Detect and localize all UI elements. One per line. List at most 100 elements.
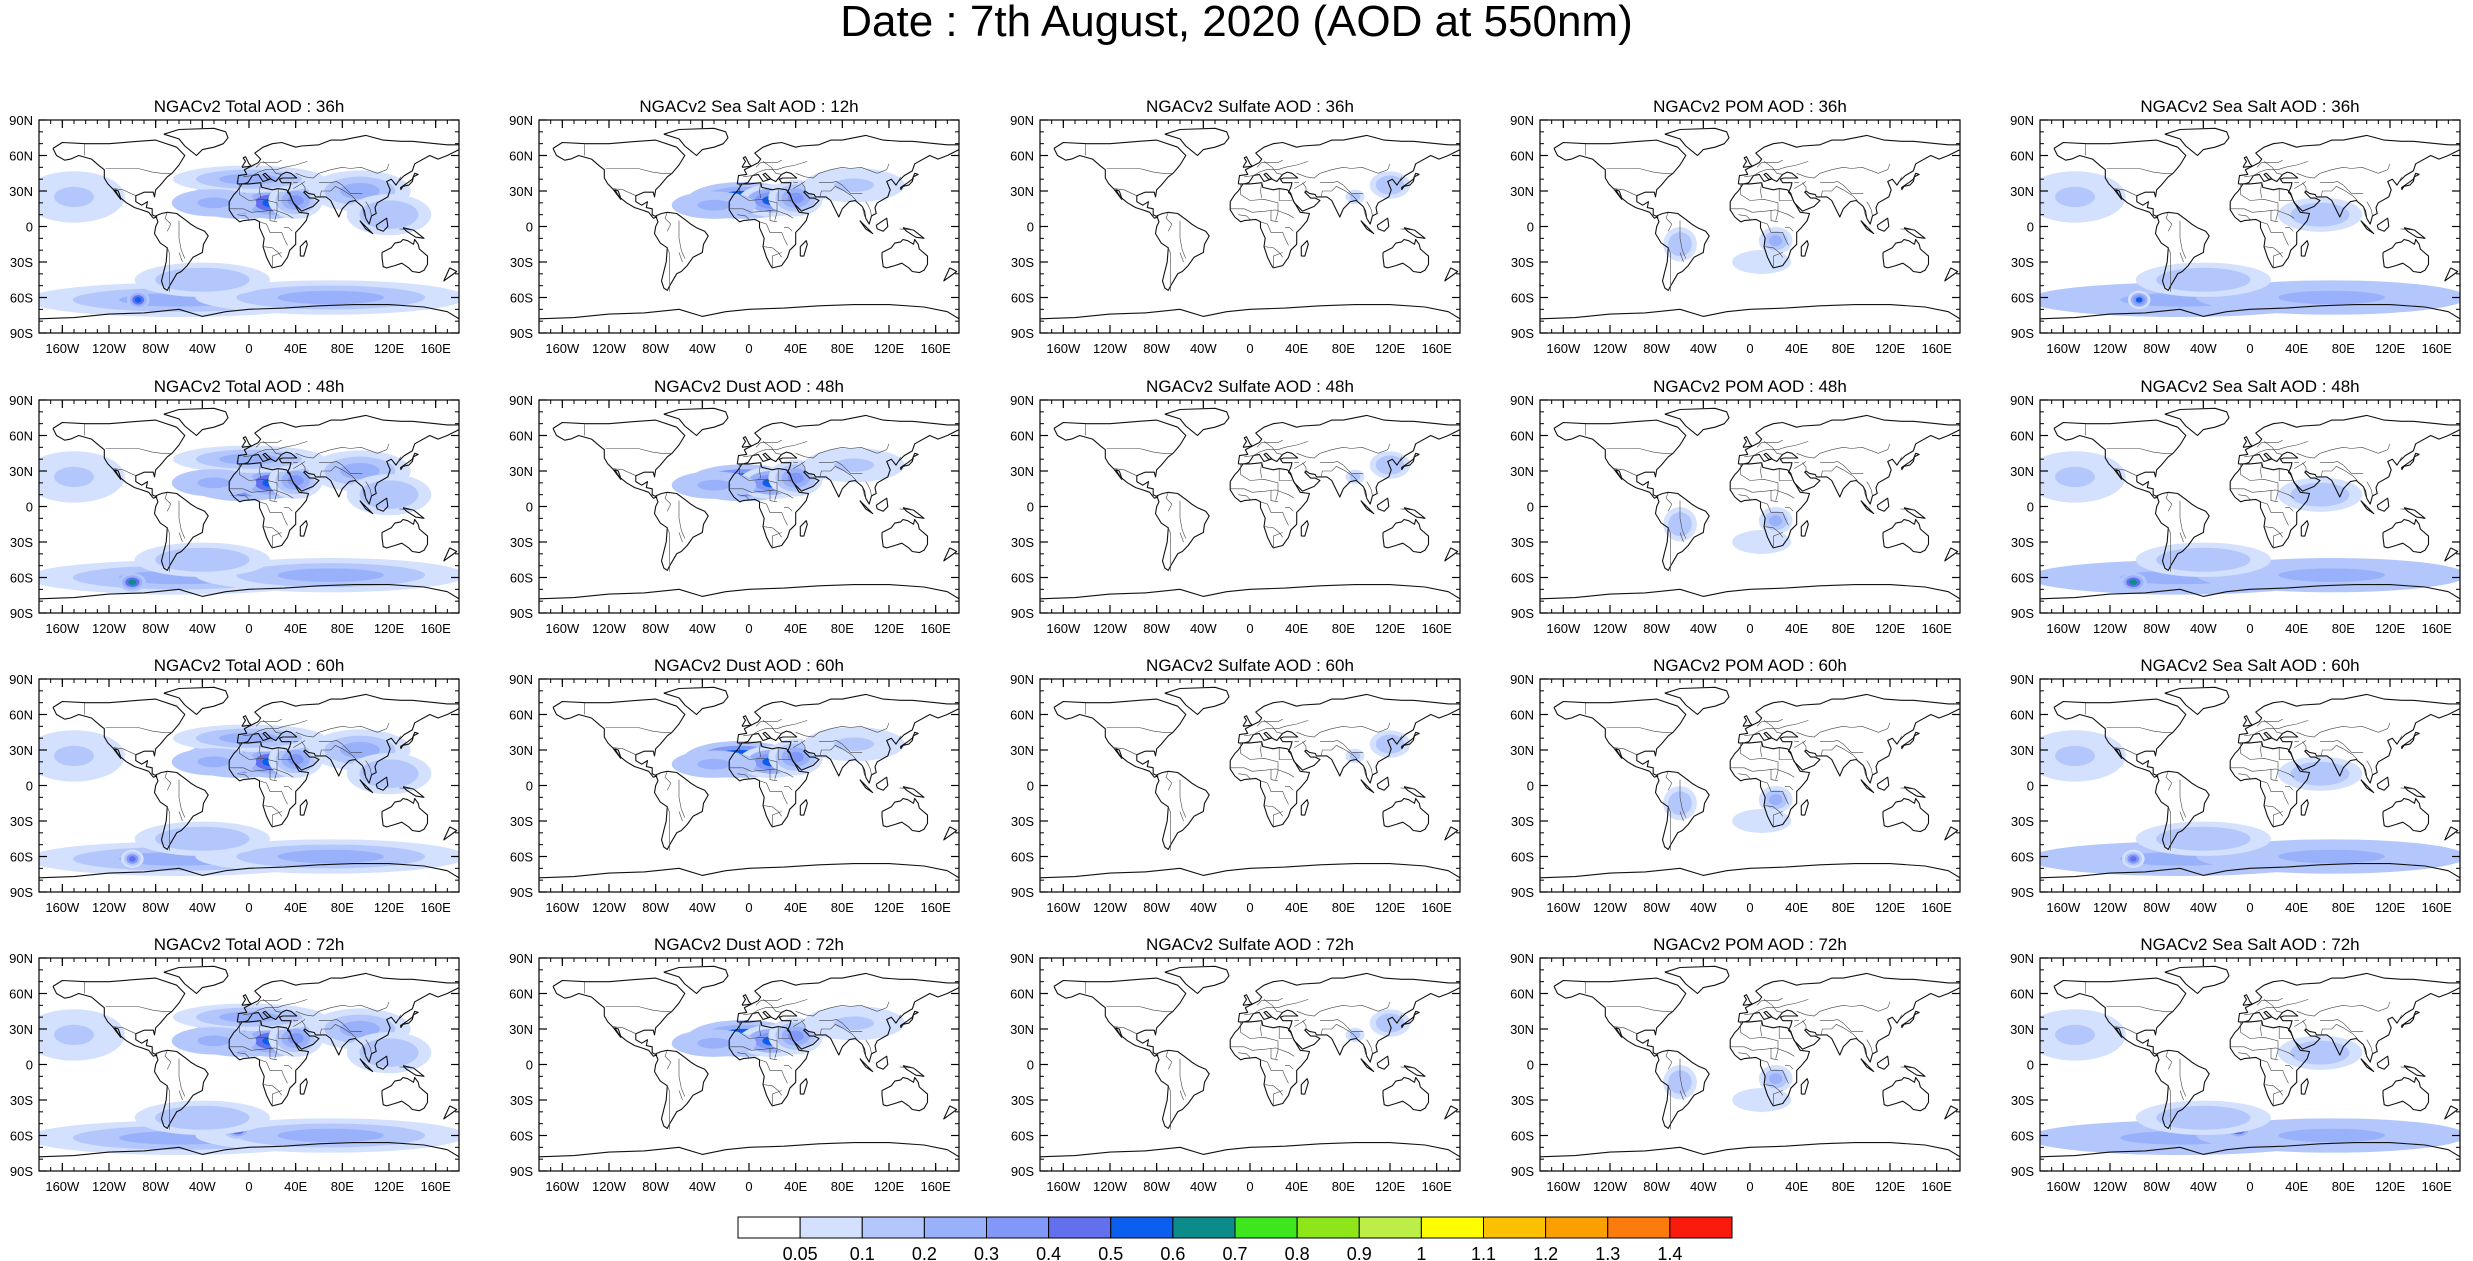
lon-tick-label: 120W (1093, 341, 1128, 356)
country-border (1263, 526, 1283, 538)
country-border (259, 182, 261, 199)
country-border (819, 1019, 863, 1032)
aod-contour (372, 765, 406, 782)
coastline (1800, 240, 1809, 257)
country-border (2240, 463, 2279, 501)
country-border (295, 1001, 390, 1017)
lon-tick-label: 160E (420, 1179, 451, 1194)
colorbar-swatch (1234, 1216, 1298, 1239)
coastline (2229, 741, 2311, 828)
country-border (2320, 461, 2364, 474)
coastline (2376, 776, 2390, 791)
lat-tick-label: 90N (1510, 113, 1534, 128)
lat-tick-label: 60N (2010, 708, 2034, 723)
country-border (1296, 163, 1391, 179)
country-border (1820, 1019, 1864, 1032)
coastlines (539, 965, 959, 1158)
lon-tick-label: 160W (1546, 1179, 1581, 1194)
lon-tick-label: 160W (45, 341, 80, 356)
country-border (1179, 1090, 1184, 1101)
country-border (2179, 500, 2187, 539)
lon-tick-label: 40W (189, 900, 216, 915)
country-border (1730, 208, 1795, 219)
country-border (755, 439, 782, 448)
coastline (1376, 776, 1390, 791)
lat-tick-label: 0 (1027, 500, 1034, 515)
country-border (1399, 1014, 1402, 1020)
country-border (1240, 1021, 1279, 1059)
coastline (2040, 304, 2460, 320)
coastline (1553, 698, 1687, 778)
coastline (799, 240, 808, 257)
country-border (1399, 735, 1402, 741)
coastline (1664, 686, 1730, 716)
country-border (1760, 741, 1762, 758)
map-panel: 160W 120W 80W 40W 0 40E 80E 120E 160E 90N 60N 30N 0 3… (9, 656, 460, 915)
aod-contour (1745, 1093, 1779, 1107)
aod-contour (2055, 466, 2095, 488)
country-border (105, 448, 171, 454)
country-border (739, 183, 778, 221)
coastline (1737, 972, 1960, 1063)
coastline (1382, 518, 1430, 554)
country-border (361, 486, 368, 500)
lat-tick-label: 0 (1527, 779, 1534, 794)
lat-tick-label: 60N (9, 987, 33, 1002)
country-border (2179, 252, 2184, 263)
country-border (795, 1001, 890, 1017)
country-border (1273, 1090, 1283, 1106)
panel-title: NGACv2 Total AOD : 60h (154, 656, 345, 675)
lat-tick-label: 60N (9, 149, 33, 164)
lon-tick-label: 80W (1643, 341, 1670, 356)
lat-tick-label: 90S (10, 1164, 33, 1179)
aod-field (2040, 1009, 2460, 1156)
country-border (262, 246, 282, 258)
lat-tick-label: 90N (509, 672, 533, 687)
aod-contour (787, 1030, 804, 1042)
country-border (2366, 1039, 2373, 1054)
country-border (295, 163, 390, 179)
country-border (239, 742, 278, 780)
coastline (375, 497, 389, 512)
country-border (237, 773, 250, 779)
coastline (653, 1049, 709, 1129)
country-border (269, 768, 278, 782)
coastline (163, 127, 229, 157)
country-border (777, 1026, 791, 1039)
lon-tick-label: 40E (784, 1179, 807, 1194)
coastline (736, 972, 959, 1063)
lat-tick-label: 60N (9, 708, 33, 723)
aod-contour (129, 856, 136, 862)
lat-tick-label: 30N (1510, 464, 1534, 479)
country-border (795, 163, 890, 179)
aod-contour (219, 453, 279, 465)
aod-contour (2278, 568, 2385, 582)
lon-tick-label: 120E (1875, 341, 1906, 356)
aod-contour (372, 486, 406, 503)
aod-field (1663, 506, 1793, 554)
country-border (2244, 441, 2309, 458)
country-border (1400, 1066, 1415, 1069)
coastline (1229, 741, 1311, 828)
coastline (943, 826, 958, 841)
country-border (2263, 999, 2283, 1013)
country-border (1179, 500, 1187, 539)
country-border (2179, 1058, 2187, 1097)
map-background (1540, 400, 1960, 613)
lon-tick-label: 0 (2246, 341, 2253, 356)
country-border (1240, 463, 1279, 501)
country-border (771, 1090, 782, 1106)
country-border (1820, 461, 1864, 474)
coastline (1300, 799, 1309, 816)
colorbar-label: 1.4 (1657, 1244, 1682, 1261)
lon-tick-label: 160W (1046, 621, 1081, 636)
lon-tick-label: 80W (1143, 900, 1170, 915)
lon-tick-label: 40W (689, 621, 716, 636)
lon-tick-label: 80E (331, 341, 354, 356)
country-border (1899, 176, 1902, 182)
country-border (1770, 209, 1779, 223)
lon-tick-label: 120E (1375, 900, 1406, 915)
country-border (1900, 787, 1915, 790)
coastline (2237, 693, 2460, 784)
country-border (771, 252, 782, 268)
